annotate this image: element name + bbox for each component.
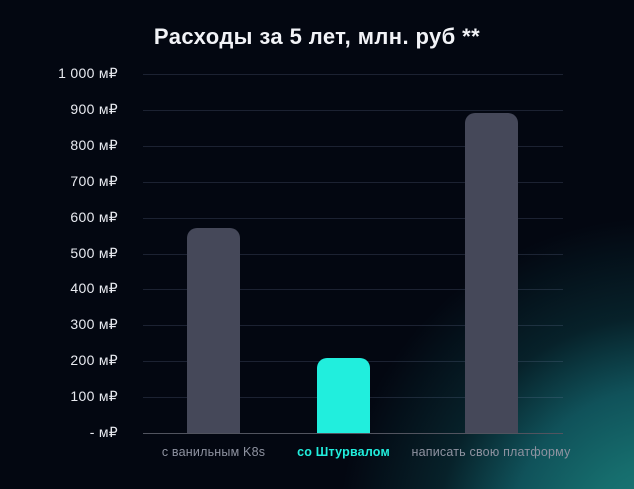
- x-axis-label-2: со Штурвалом: [297, 445, 390, 459]
- gridline: [143, 253, 563, 255]
- y-tick-label: 500 м₽: [70, 244, 118, 261]
- y-tick-label: 600 м₽: [70, 208, 118, 225]
- bar-3: [464, 113, 518, 433]
- y-tick-label: 400 м₽: [70, 280, 118, 297]
- y-tick-label: - м₽: [89, 424, 118, 440]
- y-tick-label: 900 м₽: [70, 100, 118, 117]
- bar-2: [317, 357, 370, 433]
- gridline: [143, 145, 563, 147]
- y-tick-label: 200 м₽: [70, 352, 118, 369]
- chart-title: Расходы за 5 лет, млн. руб **: [153, 24, 481, 49]
- y-tick-label: 100 м₽: [70, 388, 118, 405]
- gridline: [143, 181, 563, 183]
- gridline: [143, 325, 563, 327]
- x-axis-line: [143, 433, 563, 434]
- y-tick-label: 1 000 м₽: [58, 65, 118, 81]
- gridline: [143, 217, 563, 219]
- y-tick-label: 700 м₽: [70, 172, 118, 189]
- gridline: [143, 289, 563, 291]
- gridline: [143, 74, 563, 75]
- y-tick-label: 800 м₽: [70, 136, 118, 153]
- y-tick-label: 300 м₽: [70, 316, 118, 333]
- gridline: [143, 109, 563, 111]
- x-axis-label-1: с ванильным K8s: [161, 445, 266, 459]
- bar-1: [187, 228, 240, 433]
- x-axis-label-3: написать свою платформу: [411, 445, 571, 459]
